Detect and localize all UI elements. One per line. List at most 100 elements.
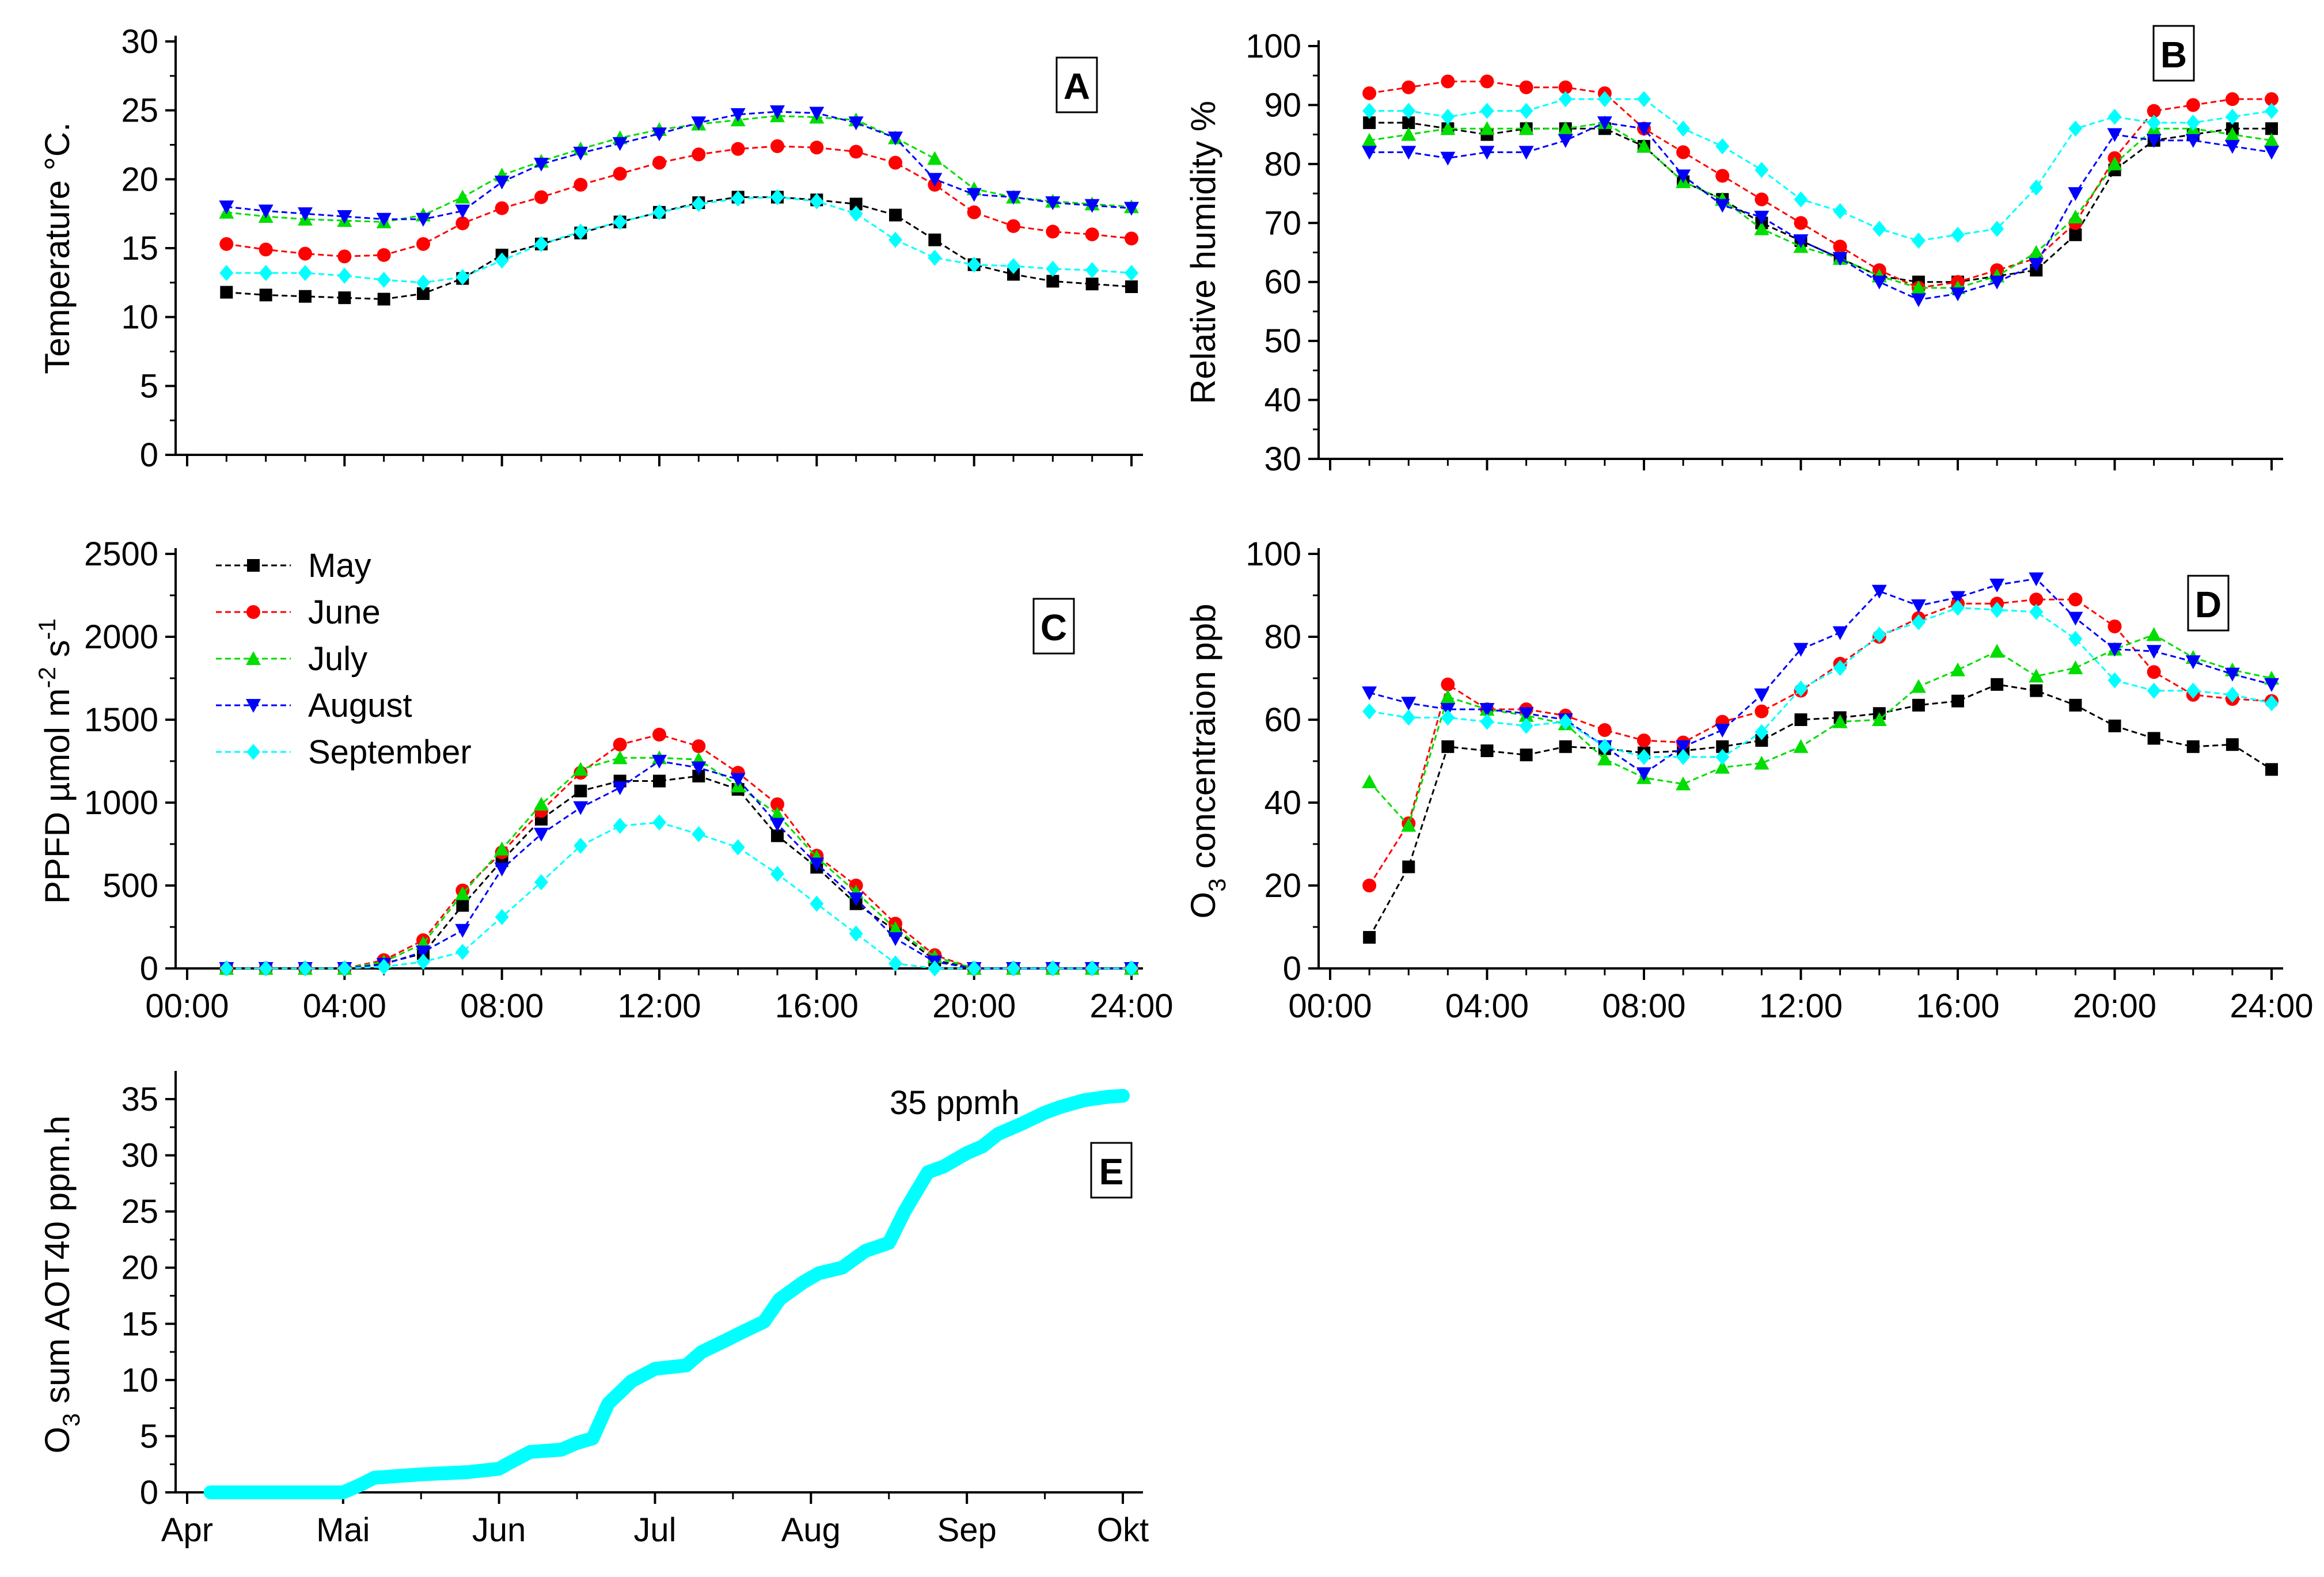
panel-label: B	[2160, 34, 2187, 75]
legend-marker-july	[246, 651, 261, 665]
y-tick-label: 35	[121, 1081, 158, 1118]
data-point-may	[771, 829, 784, 842]
series-line-september	[1369, 98, 2272, 242]
y-tick-label: 0	[140, 436, 158, 474]
data-point-september	[1676, 748, 1691, 765]
y-tick-label: 90	[1264, 86, 1301, 124]
data-point-september	[888, 955, 902, 972]
data-point-august	[2107, 643, 2122, 657]
data-point-july	[1754, 755, 1769, 770]
data-point-july	[455, 886, 470, 900]
data-point-september	[2029, 179, 2044, 196]
data-point-july	[1401, 127, 1417, 141]
y-tick-label: 20	[121, 161, 158, 198]
data-point-june	[652, 155, 666, 170]
data-point-june	[337, 249, 352, 264]
data-point-august	[2185, 655, 2201, 670]
data-point-july	[612, 750, 628, 765]
data-point-july	[770, 807, 785, 821]
data-point-september	[1872, 221, 1886, 237]
data-point-august	[1006, 191, 1021, 205]
data-point-august	[1676, 169, 1691, 184]
data-point-june	[1597, 723, 1612, 737]
data-point-july	[2264, 132, 2279, 147]
x-tick-label: 12:00	[1759, 987, 1843, 1025]
y-tick-label: 100	[1245, 28, 1301, 65]
data-point-september	[298, 265, 312, 282]
data-point-may	[1520, 748, 1533, 762]
data-point-may	[574, 784, 587, 797]
y-tick-label: 5	[140, 367, 158, 405]
y-tick-label: 1000	[84, 784, 158, 822]
data-point-september	[1676, 120, 1691, 137]
data-point-june	[1441, 74, 1455, 89]
data-point-june	[2147, 104, 2161, 118]
data-point-july	[1754, 221, 1769, 235]
data-point-july	[494, 841, 510, 856]
data-point-september	[928, 249, 942, 266]
data-point-august	[2224, 140, 2240, 154]
data-point-august	[888, 932, 903, 947]
x-tick-label: 04:00	[1445, 987, 1529, 1025]
data-point-august	[1715, 199, 1730, 213]
data-point-september	[1833, 660, 1847, 676]
legend-label-june: June	[308, 594, 381, 631]
data-point-august	[652, 127, 667, 142]
y-axis-label: O3 sum AOT40 ppm.h	[38, 1116, 85, 1454]
data-point-august	[1479, 703, 1495, 717]
data-point-september	[1085, 262, 1099, 279]
data-point-july	[1440, 689, 1456, 704]
y-tick-label: 20	[1264, 867, 1301, 905]
data-point-september	[259, 960, 273, 976]
data-point-july	[1440, 121, 1456, 135]
data-point-september	[770, 865, 784, 882]
data-point-august	[2068, 187, 2083, 202]
data-point-may	[849, 197, 863, 211]
data-point-september	[888, 231, 902, 248]
data-point-august	[730, 108, 746, 122]
y-tick-label: 0	[140, 1474, 158, 1511]
data-point-july	[2146, 627, 2162, 641]
data-point-august	[1754, 211, 1769, 225]
data-point-september	[731, 190, 745, 207]
data-point-september	[849, 206, 863, 222]
panel-label-box	[1032, 598, 1075, 655]
y-tick-label: 1500	[84, 701, 158, 739]
data-point-may	[1559, 740, 1572, 753]
data-point-june	[2029, 592, 2044, 607]
data-point-august	[927, 173, 943, 187]
x-tick-label: 24:00	[1089, 987, 1173, 1025]
data-point-august	[2146, 134, 2162, 148]
data-point-august	[1636, 767, 1651, 781]
data-point-september	[219, 265, 234, 282]
data-point-july	[1597, 751, 1612, 766]
data-point-september	[1402, 102, 1416, 119]
data-point-august	[573, 146, 588, 161]
y-axis-label-part: PPFD µmol m	[38, 688, 77, 904]
data-point-august	[1989, 275, 2005, 290]
data-point-july	[1479, 121, 1495, 135]
data-point-june	[967, 205, 981, 219]
data-point-june	[1441, 677, 1455, 691]
data-point-august	[494, 862, 510, 877]
data-point-june	[770, 797, 784, 811]
data-point-june	[2147, 665, 2161, 679]
data-point-september	[1794, 681, 1808, 697]
data-point-september	[810, 895, 824, 912]
data-point-june	[1046, 225, 1060, 239]
legend-label-september: September	[308, 734, 472, 771]
data-point-august	[1715, 724, 1730, 738]
legend-marker-may	[247, 559, 260, 572]
data-point-august	[1793, 643, 1809, 657]
data-point-september	[1715, 748, 1730, 765]
data-point-july	[1401, 818, 1417, 832]
data-point-may	[1085, 278, 1099, 291]
data-point-june	[1637, 734, 1651, 747]
data-point-august	[809, 107, 825, 121]
data-point-september	[928, 960, 942, 976]
y-tick-label: 40	[1264, 382, 1301, 419]
data-point-august	[1636, 122, 1651, 136]
data-point-june	[298, 246, 312, 261]
x-tick-label: Okt	[1097, 1511, 1149, 1549]
y-tick-label: 80	[1264, 146, 1301, 183]
